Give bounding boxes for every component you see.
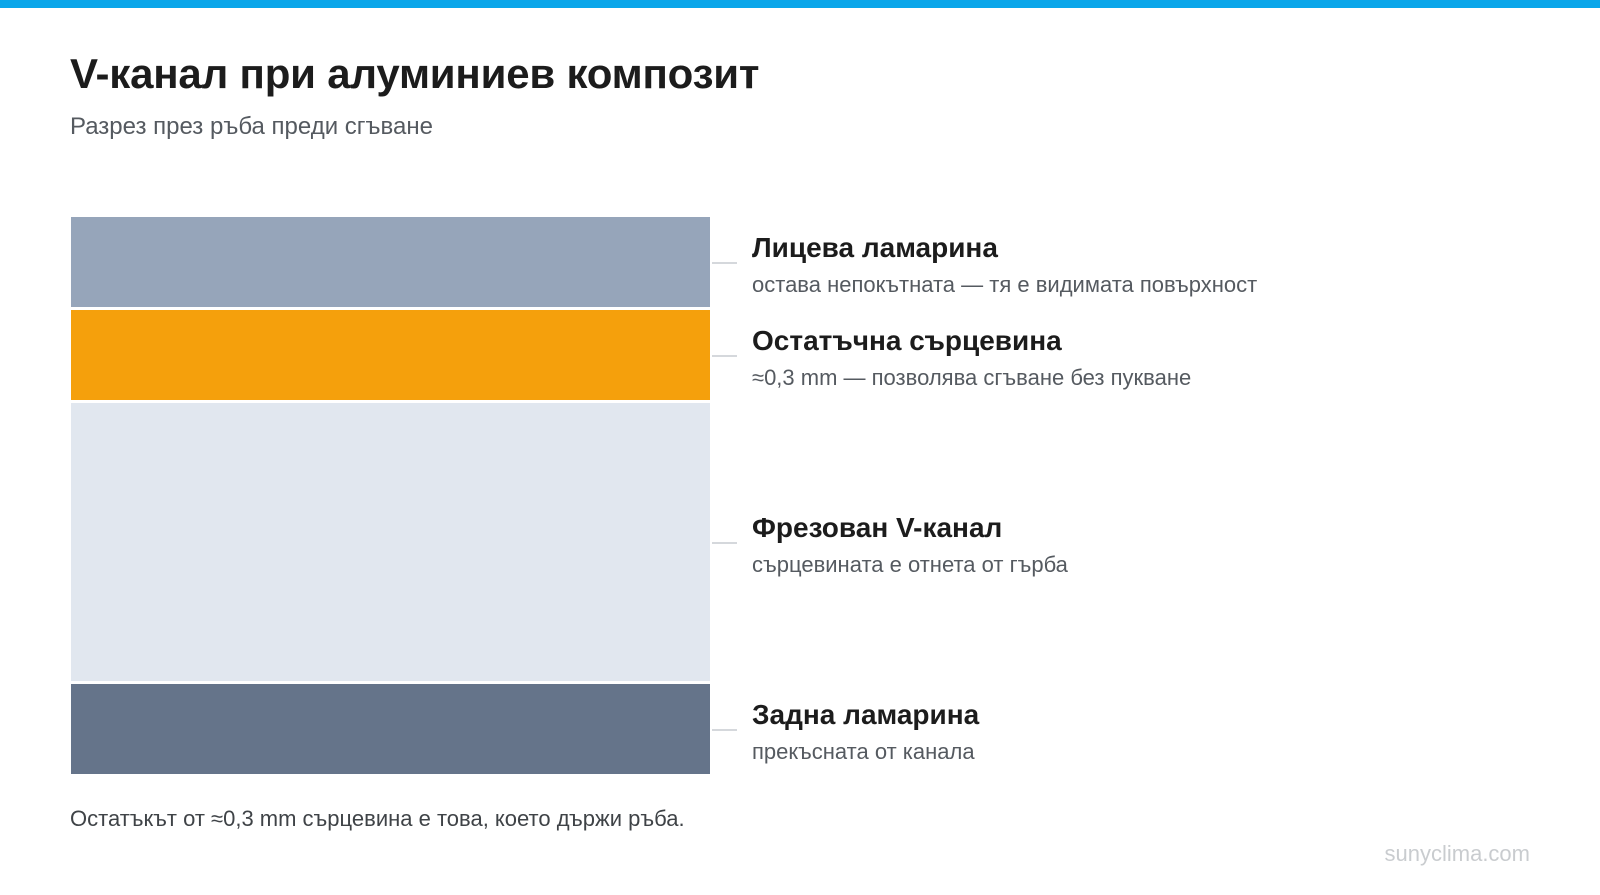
page-subtitle: Разрез през ръба преди сгъване [70,113,433,140]
leader-line-back-sheet [712,729,737,731]
top-accent-bar [0,0,1600,8]
label-milled-v-groove-title: Фрезован V-канал [752,512,1003,543]
page-title: V-канал при алуминиев композит [70,50,760,97]
label-face-sheet-title: Лицева ламарина [752,232,998,263]
leader-line-face-sheet [712,262,737,264]
label-milled-v-groove-desc: сърцевината е отнета от гърба [752,552,1068,577]
watermark: sunyclima.com [1384,841,1530,866]
layer-back-sheet [71,684,710,774]
label-back-sheet-title: Задна ламарина [752,699,980,730]
label-face-sheet-desc: остава непокътната — тя е видимата повър… [752,272,1258,297]
footnote: Остатъкът от ≈0,3 mm сърцевина е това, к… [70,806,685,831]
layer-residual-core [71,310,710,400]
leader-line-milled-v-groove [712,542,737,544]
label-residual-core-desc: ≈0,3 mm — позволява сгъване без пукване [752,365,1192,390]
leader-line-residual-core [712,355,737,357]
layer-face-sheet [71,217,710,307]
layer-milled-v-groove [71,403,710,681]
label-back-sheet-desc: прекъсната от канала [752,739,975,764]
label-residual-core-title: Остатъчна сърцевина [752,325,1062,356]
